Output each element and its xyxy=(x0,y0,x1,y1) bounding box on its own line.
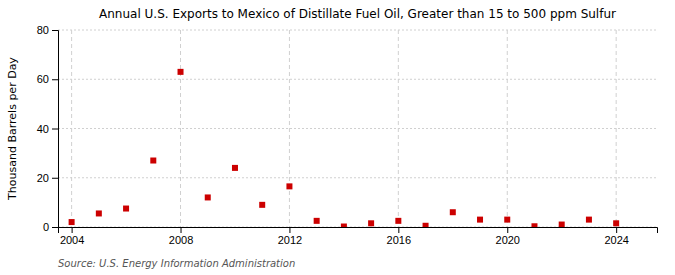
y-tick-mark xyxy=(52,79,58,80)
title: Annual U.S. Exports to Mexico of Distill… xyxy=(99,7,616,21)
x-grid-line xyxy=(398,30,399,227)
x-grid-line xyxy=(616,30,617,227)
x-axis: 2004 2008 2012 2016 2020 2024 xyxy=(59,227,658,246)
point xyxy=(531,223,537,227)
y-grid-line xyxy=(58,79,657,80)
y-tick-label: 60 xyxy=(37,73,49,85)
point xyxy=(205,194,211,200)
x-tick-mark xyxy=(289,227,290,233)
x-tick-mark xyxy=(616,227,617,233)
point xyxy=(423,223,429,227)
point xyxy=(314,218,320,224)
point xyxy=(477,217,483,223)
x-tick: 2008 xyxy=(169,227,193,246)
chart-svg: 2004 2008 2012 2016 2020 2024 0 20 40 60 80 Annual … xyxy=(0,0,675,275)
y-tick: 80 xyxy=(37,24,58,36)
x-tick-label: 2016 xyxy=(387,234,411,246)
y-tick-mark xyxy=(52,30,58,31)
point xyxy=(178,69,184,75)
point xyxy=(450,209,456,215)
x-tick: 2012 xyxy=(278,227,302,246)
y-tick-mark xyxy=(52,178,58,179)
grid xyxy=(58,30,657,227)
y-axis-line xyxy=(52,31,59,228)
x-tick: 2020 xyxy=(496,227,520,246)
x-tick-mark xyxy=(181,227,182,233)
point xyxy=(123,206,129,212)
y-tick-label: 40 xyxy=(37,123,49,135)
x-grid-line xyxy=(71,30,72,227)
y-grid-line xyxy=(58,128,657,129)
x-axis-line xyxy=(59,228,658,234)
x-tick: 2004 xyxy=(60,227,84,246)
point xyxy=(341,224,347,227)
y-grid-line xyxy=(58,177,657,178)
y-tick: 0 xyxy=(43,221,58,233)
y-tick: 20 xyxy=(37,172,58,184)
y-grid-line xyxy=(58,30,657,31)
x-tick-label: 2024 xyxy=(604,234,628,246)
x-tick-label: 2008 xyxy=(169,234,193,246)
source-note: Source: U.S. Energy Information Administ… xyxy=(58,258,295,269)
x-tick-label: 2020 xyxy=(496,234,520,246)
x-grid-line xyxy=(289,30,290,227)
point xyxy=(504,217,510,223)
point xyxy=(150,158,156,164)
point xyxy=(395,218,401,224)
x-tick-label: 2012 xyxy=(278,234,302,246)
y-tick-label: 0 xyxy=(43,221,49,233)
y-axis-title: Thousand Barrels per Day xyxy=(6,57,19,201)
point xyxy=(96,210,102,216)
chart-container: 2004 2008 2012 2016 2020 2024 0 20 40 60 80 Annual … xyxy=(0,0,675,275)
y-tick: 40 xyxy=(37,123,58,135)
y-tick-label: 20 xyxy=(37,172,49,184)
x-tick-mark xyxy=(507,227,508,233)
points xyxy=(69,69,620,227)
y-tick-mark xyxy=(52,129,58,130)
x-tick: 2016 xyxy=(387,227,411,246)
x-tick-mark xyxy=(72,227,73,233)
x-tick: 2024 xyxy=(604,227,628,246)
point xyxy=(559,222,565,227)
point xyxy=(69,219,75,225)
x-tick-label: 2004 xyxy=(60,234,84,246)
x-grid-line xyxy=(180,30,181,227)
point xyxy=(613,220,619,226)
point xyxy=(368,220,374,226)
point xyxy=(232,165,238,171)
y-axis: 0 20 40 60 80 xyxy=(37,24,59,233)
x-tick-mark xyxy=(398,227,399,233)
y-tick: 60 xyxy=(37,73,58,85)
x-grid-line xyxy=(507,30,508,227)
point xyxy=(286,183,292,189)
plot-area: 2004 2008 2012 2016 2020 2024 0 20 40 60 80 xyxy=(37,24,658,246)
point xyxy=(259,202,265,208)
y-tick-label: 80 xyxy=(37,24,49,36)
y-tick-mark xyxy=(52,227,58,228)
point xyxy=(586,217,592,223)
